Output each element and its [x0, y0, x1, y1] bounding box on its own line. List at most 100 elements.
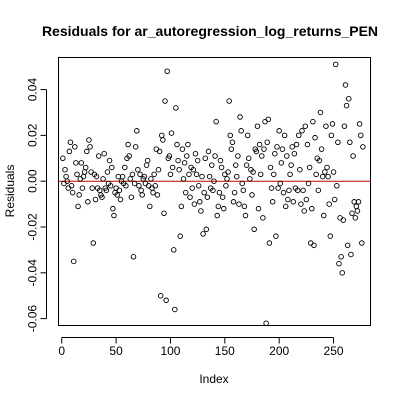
- data-point: [232, 190, 237, 195]
- data-point: [196, 183, 201, 188]
- data-point: [319, 147, 324, 152]
- data-point: [75, 172, 80, 177]
- data-point: [230, 140, 235, 145]
- data-point: [190, 186, 195, 191]
- data-point: [241, 188, 246, 193]
- data-point: [109, 165, 114, 170]
- data-point: [201, 232, 206, 237]
- data-point: [206, 149, 211, 154]
- data-point: [339, 254, 344, 259]
- data-point: [132, 181, 137, 186]
- data-point: [344, 103, 349, 108]
- data-point: [69, 183, 74, 188]
- data-point: [225, 177, 230, 182]
- data-point: [83, 165, 88, 170]
- data-point: [321, 213, 326, 218]
- data-point: [134, 128, 139, 133]
- data-point: [318, 110, 323, 115]
- data-point: [331, 170, 336, 175]
- data-point: [213, 154, 218, 159]
- data-point: [149, 177, 154, 182]
- data-point: [307, 165, 312, 170]
- x-tick-label: 250: [324, 344, 344, 358]
- data-point: [155, 193, 160, 198]
- data-point: [62, 181, 67, 186]
- data-point: [259, 154, 264, 159]
- data-point: [231, 200, 236, 205]
- data-point: [215, 213, 220, 218]
- data-point: [312, 243, 317, 248]
- data-point: [87, 138, 92, 143]
- data-point: [289, 163, 294, 168]
- data-point: [279, 161, 284, 166]
- data-point: [324, 124, 329, 129]
- data-point: [138, 172, 143, 177]
- data-point: [199, 209, 204, 214]
- data-point: [181, 177, 186, 182]
- data-point: [111, 206, 116, 211]
- data-point: [338, 216, 343, 221]
- data-point: [161, 138, 166, 143]
- data-point: [214, 119, 219, 124]
- y-tick-label: 0.00: [26, 169, 40, 193]
- data-point: [263, 119, 268, 124]
- data-point: [84, 149, 89, 154]
- data-point: [266, 117, 271, 122]
- data-point: [360, 241, 365, 246]
- y-tick-label: 0.04: [26, 78, 40, 102]
- data-point: [105, 170, 110, 175]
- data-point: [234, 174, 239, 179]
- data-point: [91, 241, 96, 246]
- data-point: [154, 147, 159, 152]
- data-point: [300, 128, 305, 133]
- data-point: [323, 170, 328, 175]
- data-point: [281, 190, 286, 195]
- data-point: [163, 99, 168, 104]
- data-point: [126, 142, 131, 147]
- data-point: [236, 154, 241, 159]
- data-point: [74, 161, 79, 166]
- data-point: [78, 177, 83, 182]
- data-point: [268, 165, 273, 170]
- data-point: [342, 124, 347, 129]
- data-point: [357, 122, 362, 127]
- data-point: [244, 163, 249, 168]
- data-point: [183, 190, 188, 195]
- data-point: [82, 170, 87, 175]
- data-point: [239, 128, 244, 133]
- data-point: [303, 124, 308, 129]
- data-point: [175, 142, 180, 147]
- data-point: [186, 142, 191, 147]
- data-point: [243, 213, 248, 218]
- data-point: [217, 190, 222, 195]
- data-point: [245, 133, 250, 138]
- data-point: [226, 170, 231, 175]
- data-point: [256, 206, 261, 211]
- data-point: [164, 298, 169, 303]
- data-point: [195, 158, 200, 163]
- data-point: [128, 177, 133, 182]
- data-point: [157, 149, 162, 154]
- data-point: [131, 254, 136, 259]
- data-point: [76, 204, 81, 209]
- data-point: [265, 140, 270, 145]
- data-point: [292, 151, 297, 156]
- data-point: [308, 241, 313, 246]
- data-point: [298, 167, 303, 172]
- data-point: [156, 167, 161, 172]
- data-point: [313, 135, 318, 140]
- data-point: [276, 186, 281, 191]
- data-point: [227, 99, 232, 104]
- data-point: [337, 261, 342, 266]
- data-point: [136, 167, 141, 172]
- data-point: [168, 172, 173, 177]
- data-point: [325, 165, 330, 170]
- data-point: [64, 174, 69, 179]
- data-point: [350, 211, 355, 216]
- data-point: [114, 186, 119, 191]
- data-point: [73, 145, 78, 150]
- data-points: [61, 62, 366, 325]
- data-point: [355, 209, 360, 214]
- data-point: [137, 183, 142, 188]
- data-point: [182, 161, 187, 166]
